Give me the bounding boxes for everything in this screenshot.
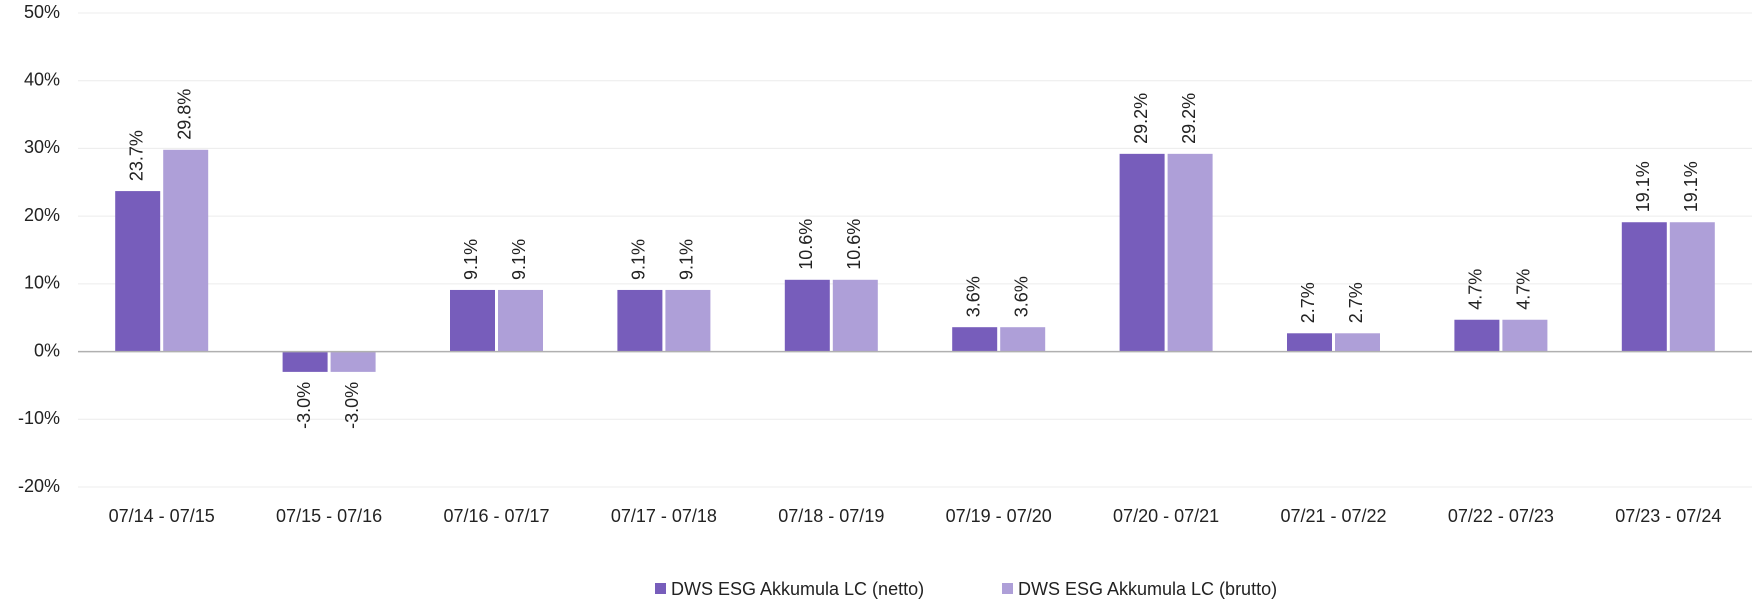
- x-tick-label: 07/23 - 07/24: [1615, 506, 1721, 526]
- data-label: 2.7%: [1298, 282, 1318, 323]
- data-label: 19.1%: [1681, 161, 1701, 212]
- bar: [1669, 222, 1715, 352]
- data-label: 23.7%: [126, 130, 146, 181]
- bar: [1119, 153, 1165, 352]
- legend-swatch: [655, 583, 666, 594]
- data-label: 9.1%: [509, 239, 529, 280]
- x-tick-label: 07/21 - 07/22: [1280, 506, 1386, 526]
- bar: [1335, 333, 1380, 352]
- data-label: 29.2%: [1179, 93, 1199, 144]
- y-tick-label: 20%: [24, 205, 60, 225]
- legend-label: DWS ESG Akkumula LC (netto): [671, 579, 924, 599]
- y-tick-label: 10%: [24, 273, 60, 293]
- data-label: -3.0%: [294, 382, 314, 429]
- x-tick-label: 07/20 - 07/21: [1113, 506, 1219, 526]
- legend-label: DWS ESG Akkumula LC (brutto): [1018, 579, 1277, 599]
- bar: [1502, 319, 1548, 352]
- data-label: 29.8%: [174, 89, 194, 140]
- bar: [665, 289, 711, 352]
- data-label: 4.7%: [1466, 269, 1486, 310]
- x-tick-label: 07/17 - 07/18: [611, 506, 717, 526]
- y-tick-label: -10%: [18, 408, 60, 428]
- y-tick-label: -20%: [18, 476, 60, 496]
- bar: [784, 279, 830, 352]
- x-tick-label: 07/22 - 07/23: [1448, 506, 1554, 526]
- data-label: 3.6%: [1011, 276, 1031, 317]
- bar: [1287, 333, 1332, 352]
- y-tick-label: 0%: [34, 340, 60, 360]
- y-tick-label: 50%: [24, 2, 60, 22]
- bar: [832, 279, 878, 352]
- y-tick-label: 30%: [24, 137, 60, 157]
- data-label: 4.7%: [1514, 269, 1534, 310]
- bar: [1621, 222, 1667, 352]
- data-label: 10.6%: [796, 219, 816, 270]
- legend-swatch: [1002, 583, 1013, 594]
- bar: [952, 327, 998, 352]
- bar: [282, 351, 328, 372]
- data-label: 9.1%: [629, 239, 649, 280]
- bar: [617, 289, 663, 352]
- data-label: 2.7%: [1346, 282, 1366, 323]
- bar: [1000, 327, 1046, 352]
- bar: [450, 289, 495, 352]
- bar: [115, 191, 161, 352]
- data-label: 3.6%: [963, 276, 983, 317]
- x-tick-label: 07/19 - 07/20: [946, 506, 1052, 526]
- x-tick-label: 07/18 - 07/19: [778, 506, 884, 526]
- bar: [330, 351, 376, 372]
- x-tick-label: 07/15 - 07/16: [276, 506, 382, 526]
- y-tick-label: 40%: [24, 69, 60, 89]
- bar: [1454, 319, 1500, 352]
- data-label: 10.6%: [844, 219, 864, 270]
- data-label: 9.1%: [677, 239, 697, 280]
- data-label: 29.2%: [1131, 93, 1151, 144]
- bar: [1167, 153, 1213, 352]
- x-tick-label: 07/14 - 07/15: [109, 506, 215, 526]
- x-tick-label: 07/16 - 07/17: [443, 506, 549, 526]
- data-label: 9.1%: [461, 239, 481, 280]
- bar: [498, 289, 543, 352]
- data-label: -3.0%: [342, 382, 362, 429]
- data-label: 19.1%: [1633, 161, 1653, 212]
- bar: [163, 149, 209, 352]
